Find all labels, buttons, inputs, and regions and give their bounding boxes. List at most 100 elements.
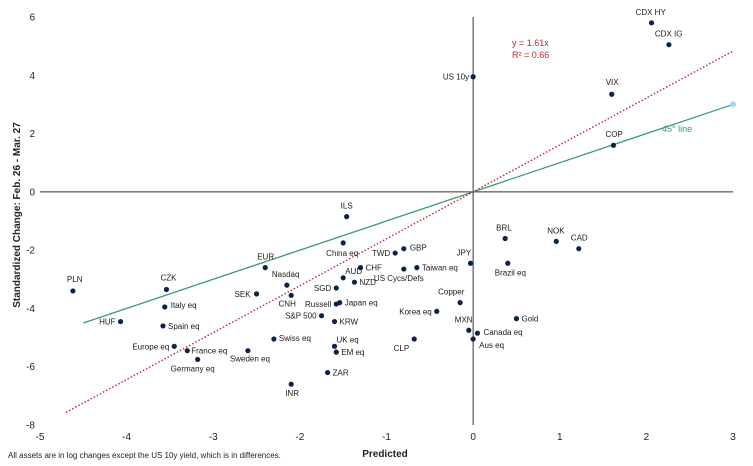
point-label: Germany eq xyxy=(171,364,215,373)
point-label: NZD xyxy=(359,278,376,287)
point-label: JPY xyxy=(457,248,472,257)
data-point xyxy=(466,327,472,333)
data-point xyxy=(609,91,615,97)
x-tick-label: -4 xyxy=(122,432,131,443)
data-point xyxy=(401,266,407,272)
point-label: France eq xyxy=(191,347,227,356)
y-tick-label: 2 xyxy=(29,129,35,140)
data-point xyxy=(467,260,474,266)
data-point xyxy=(195,356,201,363)
point-label: BRL xyxy=(496,223,512,232)
point-label: COP xyxy=(605,130,622,139)
data-point xyxy=(333,285,339,291)
point-label: Spain eq xyxy=(168,322,200,331)
data-point xyxy=(470,336,476,342)
point-label: ILS xyxy=(341,202,353,211)
data-point xyxy=(337,300,343,306)
point-label: CAD xyxy=(571,234,588,243)
data-point xyxy=(331,318,338,325)
y-tick-label: 4 xyxy=(29,71,35,82)
x-tick-label: 3 xyxy=(730,432,736,443)
data-point xyxy=(344,214,350,220)
data-point xyxy=(434,308,440,314)
footnote: All assets are in log changes except the… xyxy=(8,451,281,460)
point-label: Copper xyxy=(438,288,465,297)
45-degree-line-label: 45° line xyxy=(662,124,692,134)
data-point xyxy=(457,300,463,306)
point-label: ZAR xyxy=(333,369,349,378)
x-tick-label: -5 xyxy=(36,432,45,443)
point-label: INR xyxy=(285,389,299,398)
point-label: Italy eq xyxy=(171,301,197,310)
y-tick-label: 0 xyxy=(29,187,35,198)
data-point xyxy=(392,250,398,256)
data-point xyxy=(160,323,166,329)
point-label: Europe eq xyxy=(132,342,169,351)
data-point xyxy=(411,336,417,342)
point-label: CZK xyxy=(160,273,177,282)
point-label: VIX xyxy=(606,78,620,87)
point-label: Sweden eq xyxy=(230,355,270,364)
point-label: China eq xyxy=(326,249,358,258)
point-label: CNH xyxy=(279,299,297,308)
data-point xyxy=(513,316,520,322)
axes: -5 -4 -3 -2 -1 0 1 2 3 -8 -6 -4 -2 0 2 4 6 xyxy=(26,13,736,444)
regression-equation: y = 1.61x xyxy=(512,38,549,48)
point-label: Gold xyxy=(521,315,538,324)
data-point xyxy=(288,292,294,298)
data-points: CDX HY CDX IG US 10y VIX COP ILS China eq BRL NO… xyxy=(67,8,683,398)
point-label: Korea eq xyxy=(399,307,431,316)
data-point xyxy=(576,246,582,252)
x-tick-label: -3 xyxy=(209,432,218,443)
data-point xyxy=(262,265,268,271)
x-tick-label: 1 xyxy=(557,432,563,443)
point-label: Brazil eq xyxy=(495,268,526,277)
r-squared-label: R² = 0.66 xyxy=(512,50,549,60)
data-point xyxy=(284,282,290,288)
y-tick-label: -2 xyxy=(26,246,35,257)
data-point xyxy=(414,265,420,271)
point-label: US 10y xyxy=(443,73,469,82)
forty-five-degree-line xyxy=(83,103,734,324)
x-axis-title: Predicted xyxy=(362,449,408,460)
point-label: SGD xyxy=(314,284,332,293)
data-point xyxy=(470,74,476,80)
point-label: NOK xyxy=(547,226,565,235)
point-label: US Cycs/Defs xyxy=(374,274,424,283)
data-point xyxy=(505,260,511,266)
data-point xyxy=(666,42,672,48)
annotations: y = 1.61x R² = 0.66 45° line Predicted S… xyxy=(12,38,692,460)
data-point xyxy=(333,349,339,355)
y-axis-title: Standardized Change: Feb. 26 - Mar. 27 xyxy=(12,122,23,308)
data-point xyxy=(502,235,508,242)
data-point xyxy=(340,275,346,281)
regression-line xyxy=(65,50,734,413)
reference-lines xyxy=(65,50,736,413)
point-label: Swiss eq xyxy=(279,334,311,343)
point-label: EM eq xyxy=(341,348,364,357)
x-tick-label: 0 xyxy=(470,432,476,443)
data-point xyxy=(271,336,277,342)
point-label: CDX HY xyxy=(636,8,667,17)
point-label: CDX IG xyxy=(655,30,683,39)
data-point xyxy=(553,238,559,244)
data-point xyxy=(324,369,331,376)
point-label: CHF xyxy=(366,264,383,273)
point-label: Taiwan eq xyxy=(422,264,458,273)
point-label: CLP xyxy=(394,344,410,353)
y-tick-label: -6 xyxy=(26,362,35,373)
point-label: HUF xyxy=(99,318,116,327)
point-label: Canada eq xyxy=(483,328,522,337)
point-label: Nasdaq xyxy=(272,270,300,279)
x-tick-label: -1 xyxy=(382,432,391,443)
data-point xyxy=(171,343,177,349)
x-tick-label: 2 xyxy=(644,432,650,443)
line-end-marker xyxy=(730,101,736,108)
data-point xyxy=(184,348,190,354)
data-point xyxy=(357,265,364,271)
point-label: Japan eq xyxy=(345,299,378,308)
point-label: Russell xyxy=(305,300,331,309)
point-label: TWD xyxy=(372,249,390,258)
point-label: EUR xyxy=(257,253,274,262)
